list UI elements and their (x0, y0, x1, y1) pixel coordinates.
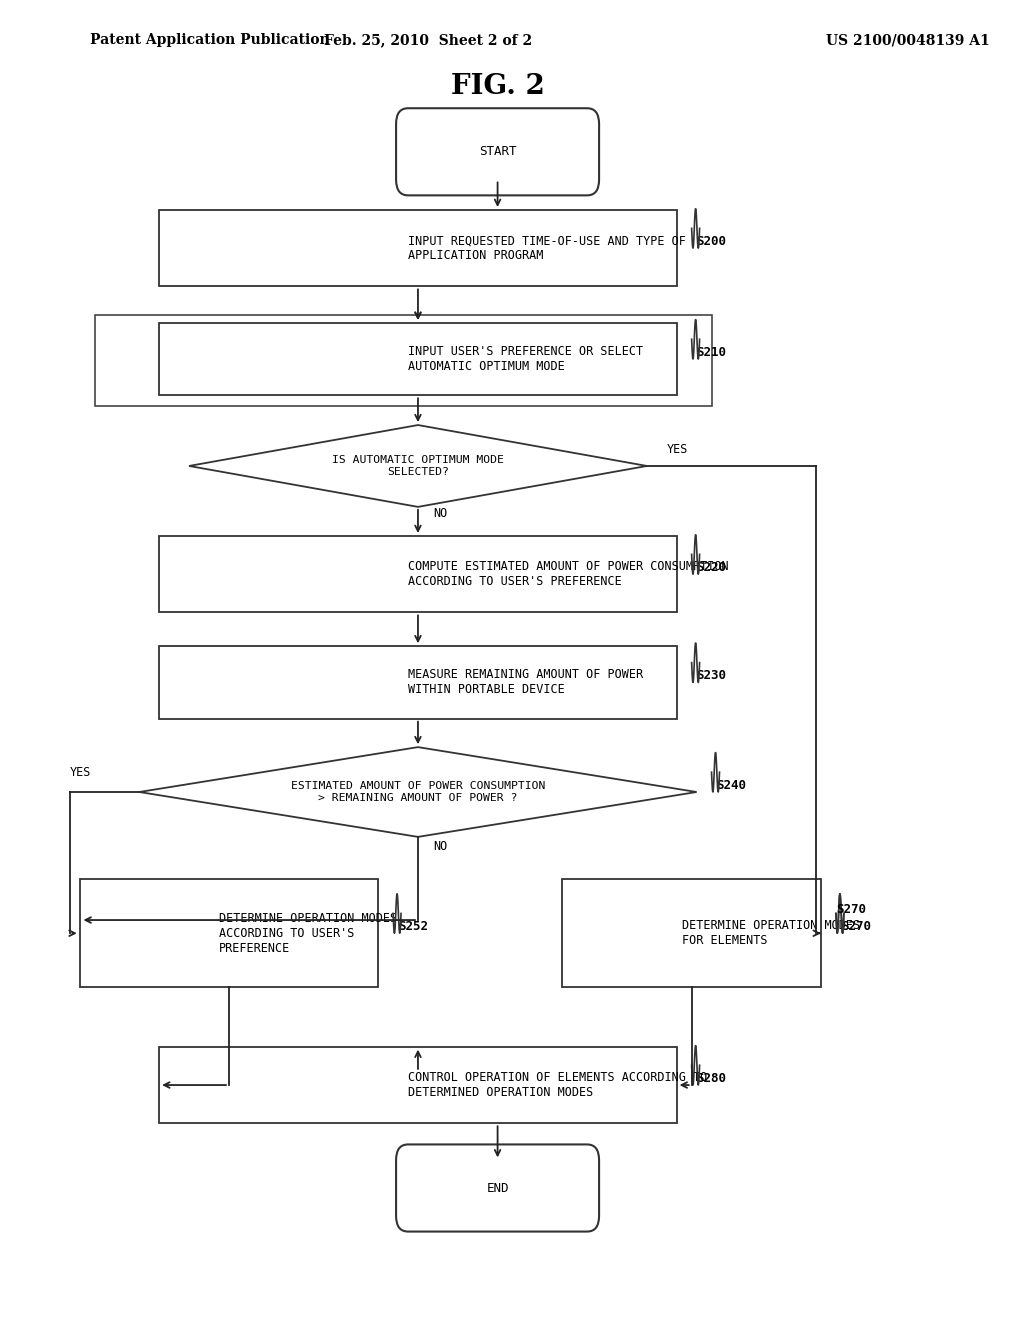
Text: S280: S280 (696, 1072, 727, 1085)
Text: NO: NO (433, 840, 447, 853)
Text: YES: YES (70, 766, 91, 779)
Bar (159, 645, 677, 718)
Bar (94, 314, 712, 407)
Text: DETERMINE OPERATION MODES
FOR ELEMENTS: DETERMINE OPERATION MODES FOR ELEMENTS (682, 919, 860, 948)
Bar (159, 210, 677, 286)
Text: S270: S270 (841, 920, 870, 933)
Polygon shape (139, 747, 696, 837)
Text: S252: S252 (398, 920, 428, 933)
Text: Feb. 25, 2010  Sheet 2 of 2: Feb. 25, 2010 Sheet 2 of 2 (324, 33, 532, 48)
Bar (159, 1047, 677, 1123)
Text: S200: S200 (696, 235, 727, 248)
Bar (562, 879, 821, 987)
FancyBboxPatch shape (396, 1144, 599, 1232)
Bar (80, 879, 378, 987)
Text: COMPUTE ESTIMATED AMOUNT OF POWER CONSUMPTION
ACCORDING TO USER'S PREFERENCE: COMPUTE ESTIMATED AMOUNT OF POWER CONSUM… (408, 560, 729, 589)
Text: S220: S220 (696, 561, 727, 574)
Text: S210: S210 (696, 346, 727, 359)
Text: S240: S240 (717, 779, 746, 792)
Text: MEASURE REMAINING AMOUNT OF POWER
WITHIN PORTABLE DEVICE: MEASURE REMAINING AMOUNT OF POWER WITHIN… (408, 668, 643, 697)
Text: YES: YES (667, 442, 688, 455)
Bar (159, 323, 677, 396)
Text: INPUT USER'S PREFERENCE OR SELECT
AUTOMATIC OPTIMUM MODE: INPUT USER'S PREFERENCE OR SELECT AUTOMA… (408, 345, 643, 374)
Text: CONTROL OPERATION OF ELEMENTS ACCORDING TO
DETERMINED OPERATION MODES: CONTROL OPERATION OF ELEMENTS ACCORDING … (408, 1071, 708, 1100)
Text: NO: NO (433, 507, 447, 520)
FancyBboxPatch shape (396, 108, 599, 195)
Text: Patent Application Publication: Patent Application Publication (89, 33, 329, 48)
Text: S270: S270 (836, 903, 866, 916)
Text: FIG. 2: FIG. 2 (451, 73, 545, 99)
Bar (159, 536, 677, 612)
Text: START: START (479, 145, 516, 158)
Polygon shape (189, 425, 647, 507)
Text: END: END (486, 1181, 509, 1195)
Text: S230: S230 (696, 669, 727, 682)
Text: ESTIMATED AMOUNT OF POWER CONSUMPTION
> REMAINING AMOUNT OF POWER ?: ESTIMATED AMOUNT OF POWER CONSUMPTION > … (291, 781, 545, 803)
Text: US 2100/0048139 A1: US 2100/0048139 A1 (826, 33, 990, 48)
Text: DETERMINE OPERATION MODES
ACCORDING TO USER'S
PREFERENCE: DETERMINE OPERATION MODES ACCORDING TO U… (219, 912, 397, 954)
Text: IS AUTOMATIC OPTIMUM MODE
SELECTED?: IS AUTOMATIC OPTIMUM MODE SELECTED? (332, 455, 504, 477)
Text: INPUT REQUESTED TIME-OF-USE AND TYPE OF
APPLICATION PROGRAM: INPUT REQUESTED TIME-OF-USE AND TYPE OF … (408, 234, 686, 263)
